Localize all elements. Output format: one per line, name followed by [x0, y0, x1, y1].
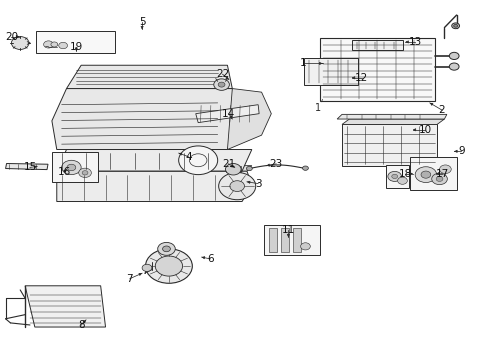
Polygon shape: [341, 125, 436, 166]
Polygon shape: [227, 89, 271, 149]
Polygon shape: [57, 171, 251, 202]
Text: 1: 1: [299, 58, 305, 68]
Bar: [385, 165, 408, 188]
Polygon shape: [66, 65, 232, 89]
Circle shape: [43, 41, 53, 48]
Text: 9: 9: [457, 146, 464, 156]
Circle shape: [225, 163, 241, 175]
Circle shape: [246, 166, 252, 171]
Polygon shape: [57, 149, 251, 171]
Text: 20: 20: [5, 32, 18, 41]
Text: 7: 7: [126, 274, 133, 284]
Circle shape: [229, 181, 244, 192]
Bar: [268, 228, 276, 252]
Circle shape: [439, 165, 450, 174]
Circle shape: [162, 246, 170, 252]
Bar: [264, 225, 320, 255]
Circle shape: [213, 79, 229, 90]
Circle shape: [67, 164, 76, 171]
Circle shape: [435, 176, 442, 181]
Bar: [409, 157, 456, 190]
Circle shape: [218, 82, 224, 87]
Polygon shape: [52, 89, 242, 149]
Bar: [293, 228, 301, 252]
Circle shape: [391, 174, 397, 179]
Bar: [52, 152, 98, 182]
Bar: [281, 228, 288, 252]
Text: 3: 3: [254, 179, 261, 189]
Circle shape: [387, 171, 401, 181]
Text: 2: 2: [438, 105, 445, 115]
Text: 8: 8: [78, 320, 84, 330]
Text: 23: 23: [269, 159, 282, 169]
Circle shape: [145, 249, 192, 283]
Circle shape: [178, 146, 217, 175]
Polygon shape: [5, 163, 48, 170]
Polygon shape: [25, 286, 105, 327]
Text: 18: 18: [398, 168, 411, 179]
Polygon shape: [341, 119, 444, 125]
Circle shape: [61, 160, 81, 175]
Text: 12: 12: [354, 73, 367, 83]
Text: 6: 6: [206, 254, 213, 264]
Bar: [320, 39, 434, 101]
Text: 17: 17: [434, 168, 447, 179]
Bar: [304, 58, 357, 85]
Circle shape: [300, 243, 310, 250]
Text: 16: 16: [58, 167, 71, 177]
Circle shape: [142, 264, 152, 271]
Circle shape: [158, 242, 175, 255]
Text: 4: 4: [185, 152, 191, 162]
Circle shape: [59, 42, 67, 49]
Text: 1: 1: [315, 103, 321, 113]
Text: 19: 19: [69, 42, 83, 52]
Text: 15: 15: [23, 162, 37, 172]
Circle shape: [420, 171, 430, 178]
Text: 13: 13: [407, 37, 421, 47]
Text: 5: 5: [139, 17, 145, 27]
Circle shape: [397, 177, 407, 184]
Text: 14: 14: [222, 109, 235, 119]
Circle shape: [302, 166, 308, 170]
Text: 11: 11: [281, 225, 294, 235]
Circle shape: [451, 23, 459, 29]
Circle shape: [453, 24, 457, 27]
Circle shape: [218, 172, 255, 200]
Circle shape: [51, 42, 58, 47]
Polygon shape: [195, 105, 259, 123]
Circle shape: [11, 37, 29, 49]
Circle shape: [448, 63, 458, 70]
Circle shape: [448, 52, 458, 59]
Circle shape: [82, 171, 88, 175]
Bar: [36, 31, 115, 53]
Circle shape: [414, 167, 436, 183]
Circle shape: [431, 173, 447, 185]
Polygon shape: [336, 114, 446, 119]
Text: 21: 21: [222, 159, 235, 169]
Circle shape: [79, 168, 91, 177]
Text: 10: 10: [418, 125, 430, 135]
Text: 22: 22: [216, 69, 229, 79]
Polygon shape: [57, 166, 251, 171]
Circle shape: [155, 256, 182, 276]
Bar: [351, 40, 402, 50]
